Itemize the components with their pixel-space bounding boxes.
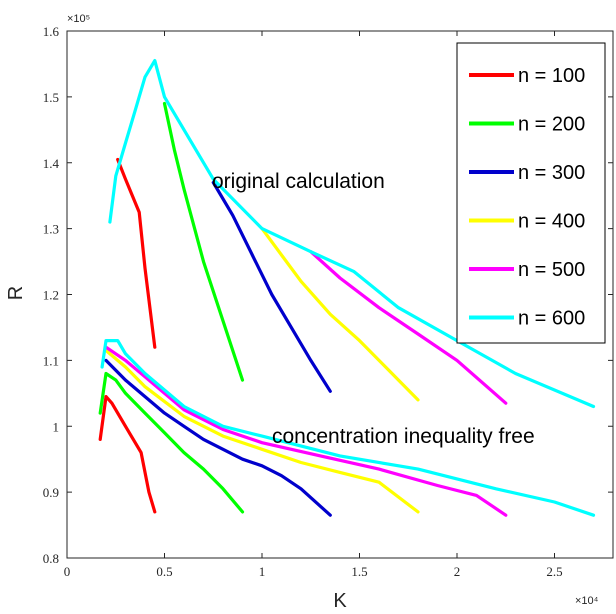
x-tick-label: 2 — [454, 564, 461, 579]
series-line-n-600-ci-free — [100, 339, 596, 517]
legend-label-n-200: n = 200 — [518, 114, 585, 136]
legend: n = 100 n = 200 n = 300 n = 400 n = 500 n = 6… — [456, 42, 606, 344]
x-tick-label: 2.5 — [546, 564, 562, 579]
series-line-n-100-ci-free — [98, 395, 157, 514]
y-tick-label: 1.5 — [43, 90, 59, 105]
annotation-concentration-inequality-free: concentration inequality free — [272, 425, 535, 448]
legend-label-n-400: n = 400 — [518, 211, 585, 233]
series-line-n-200-original — [162, 101, 245, 382]
y-tick-label: 0.8 — [43, 551, 59, 566]
y-tick-label: 0.9 — [43, 485, 59, 500]
x-tick-label: 1.5 — [351, 564, 367, 579]
series-line-n-200-ci-free — [98, 371, 245, 514]
series-line-n-300-ci-free — [104, 358, 332, 517]
series-layer — [98, 59, 596, 517]
y-tick-label: 1.3 — [43, 222, 59, 237]
x-axis-label: K — [333, 590, 347, 612]
y-tick-label: 1 — [53, 419, 60, 434]
y-tick-label: 1.1 — [43, 353, 59, 368]
series-line-n-500-original — [309, 250, 508, 405]
ticks-layer: 0 0.5 1 1.5 2 2.5 0.8 0.9 1 1.1 1.2 1.3 1.4 1.5 1.6 — [43, 24, 613, 579]
annotation-original-calculation: original calculation — [212, 170, 385, 193]
series-line-n-300-original — [211, 180, 332, 393]
legend-label-n-600: n = 600 — [518, 308, 585, 330]
y-axis-label: R — [5, 286, 27, 300]
series-line-n-500-ci-free — [104, 345, 508, 517]
x-tick-label: 0 — [64, 564, 71, 579]
legend-box — [456, 42, 606, 344]
series-line-n-400-original — [260, 227, 420, 402]
series-line-n-600-original — [108, 59, 596, 409]
legend-label-n-500: n = 500 — [518, 259, 585, 281]
series-line-n-400-ci-free — [104, 348, 420, 514]
legend-label-n-300: n = 300 — [518, 162, 585, 184]
legend-label-n-100: n = 100 — [518, 65, 585, 87]
x-tick-label: 1 — [259, 564, 266, 579]
y-tick-label: 1.4 — [43, 156, 60, 171]
series-line-n-100-original — [116, 157, 157, 349]
y-tick-label: 1.6 — [43, 24, 60, 39]
x-tick-label: 0.5 — [156, 564, 172, 579]
x-exponent: ×10⁴ — [575, 595, 599, 607]
y-tick-label: 1.2 — [43, 288, 59, 303]
y-exponent: ×10⁵ — [67, 13, 90, 25]
